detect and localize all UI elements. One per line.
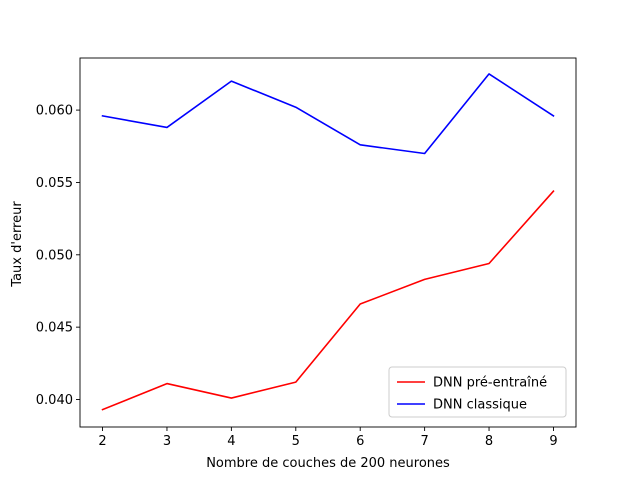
axes-layer: 2 3 4 5 6 7 8 9 0.040 0.045 0.050 0.055 0.060 [36, 57, 577, 449]
y-axis-label: Taux d'erreur [10, 201, 25, 288]
x-axis-label: Nombre de couches de 200 neurones [206, 456, 450, 471]
y-tick-label: 0.040 [36, 393, 73, 408]
series-line-1 [101, 190, 555, 411]
series-line-2 [101, 73, 555, 155]
x-tick-label: 3 [163, 434, 171, 449]
x-tick-label: 8 [485, 434, 493, 449]
x-tick-label: 6 [356, 434, 364, 449]
series-layer [101, 73, 555, 411]
y-tick-label: 0.045 [36, 321, 73, 336]
axes-frame [79, 57, 577, 428]
plot-area [80, 58, 576, 427]
x-tick-label: 9 [549, 434, 557, 449]
y-tick-label: 0.060 [36, 104, 73, 119]
x-tick-label: 4 [227, 434, 235, 449]
x-tick-label: 5 [292, 434, 300, 449]
y-tick-label: 0.050 [36, 248, 73, 263]
y-tick-label: 0.055 [36, 176, 73, 191]
legend: DNN pré-entraîné DNN classique [388, 366, 567, 418]
legend-label-2: DNN classique [433, 398, 527, 413]
x-tick-label: 7 [420, 434, 428, 449]
x-tick-label: 2 [98, 434, 106, 449]
legend-label-1: DNN pré-entraîné [433, 376, 547, 391]
plot-background [80, 58, 576, 427]
legend-box [388, 366, 567, 418]
